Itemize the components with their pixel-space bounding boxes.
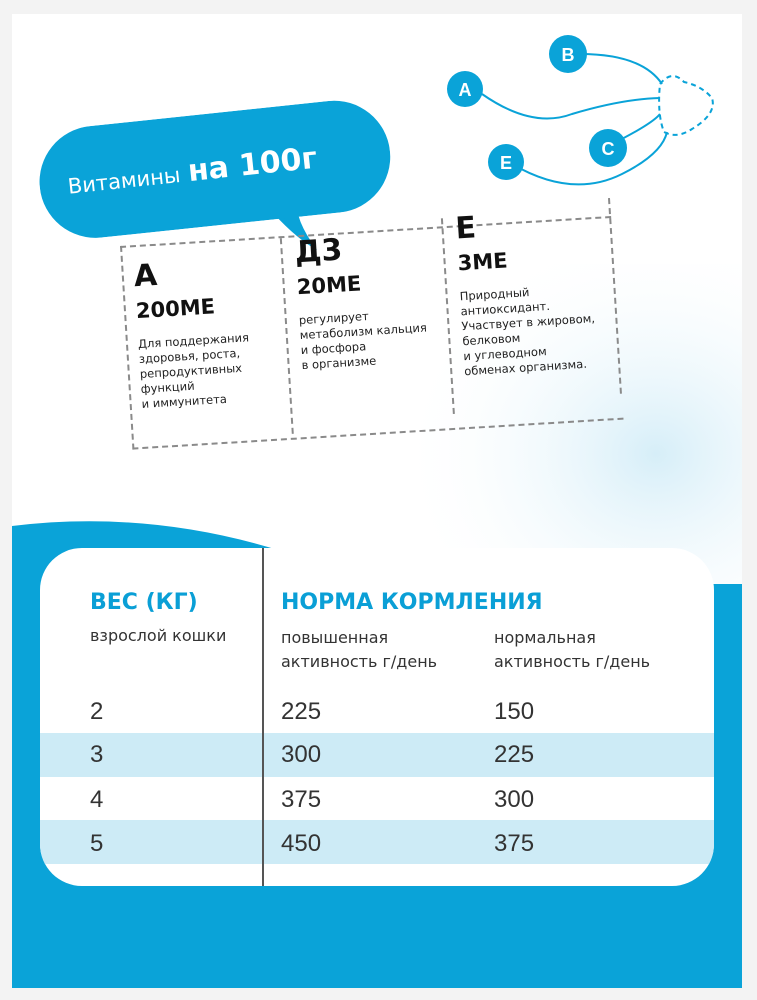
- vitamin-letter: Д3: [293, 232, 344, 271]
- node-label-c: C: [602, 139, 615, 159]
- col-normal-activity: нормальная активность г/день: [494, 628, 651, 671]
- vitamin-description: Природный антиоксидант. Участвует в жирово…: [459, 285, 596, 379]
- table-row: 5 450 375: [90, 830, 535, 857]
- vitamin-dose: 3МЕ: [456, 248, 509, 276]
- infographic: B A C E Витамины на 100г А 200МЕ Для подд…: [12, 14, 742, 988]
- vitamin-letter: А: [132, 257, 159, 295]
- molecule-node-e: [488, 144, 524, 180]
- node-label-b: B: [562, 45, 575, 65]
- table-row-band: [40, 820, 714, 864]
- vitamin-card-d3: Д3 20МЕ регулирует метаболизм кальция и фо…: [283, 218, 455, 424]
- table-row: 4 375 300: [90, 786, 535, 813]
- weight-subheader: взрослой кошки: [90, 626, 227, 645]
- vitamin-letter: Е: [454, 210, 478, 247]
- feeding-table: ВЕС (КГ) взрослой кошки НОРМА КОРМЛЕНИЯ …: [40, 548, 714, 886]
- vitamin-dose: 20МЕ: [296, 271, 362, 300]
- vitamin-description: регулирует метаболизм кальция и фосфора в о…: [298, 308, 428, 373]
- table-row: 3 300 225: [90, 741, 535, 768]
- norm-header: НОРМА КОРМЛЕНИЯ: [281, 590, 543, 615]
- table-row-band: [40, 733, 714, 777]
- weight-header: ВЕС (КГ): [90, 590, 198, 615]
- molecule-node-c: [589, 129, 627, 167]
- col-high-activity: повышенная активность г/день: [281, 628, 438, 671]
- molecule-node-b: [549, 35, 587, 73]
- vitamins-title-bubble: Витамины на 100г: [34, 95, 396, 243]
- vitamin-dose: 200МЕ: [135, 294, 216, 324]
- column-divider: [262, 548, 264, 886]
- node-label-e: E: [500, 153, 512, 173]
- molecule-node-a: [447, 71, 483, 107]
- vitamin-description: Для поддержания здоровья, роста, репродукт…: [137, 330, 250, 411]
- vitamin-cards: А 200МЕ Для поддержания здоровья, роста, р…: [120, 197, 624, 450]
- vitamin-card-a: А 200МЕ Для поддержания здоровья, роста, р…: [122, 238, 294, 444]
- vitamin-card-e: Е 3МЕ Природный антиоксидант. Участвует в …: [444, 197, 622, 404]
- node-label-a: A: [459, 80, 472, 100]
- table-row: 2 225 150: [90, 698, 535, 725]
